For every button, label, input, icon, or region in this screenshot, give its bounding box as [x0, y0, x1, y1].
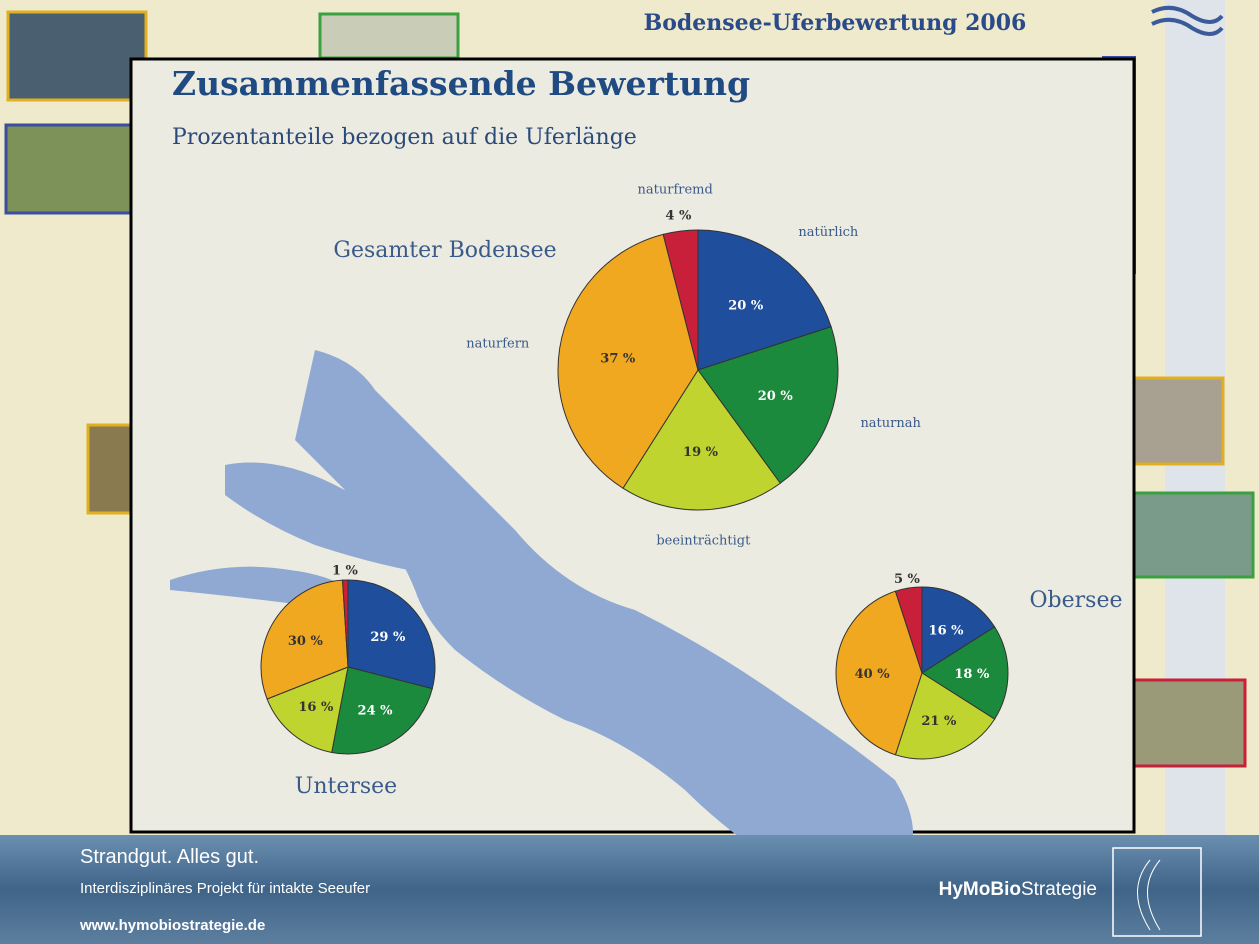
slide-title: Zusammenfassende Bewertung	[172, 64, 750, 103]
value-label: 4 %	[665, 208, 692, 223]
brand: HyMoBioStrategie	[939, 879, 1097, 900]
footer-project: Interdisziplinäres Projekt für intakte S…	[80, 880, 370, 897]
poster-title: Bodensee-Uferbewertung 2006	[644, 10, 1027, 36]
page: Bodensee-Uferbewertung 2006 Zusammenfass…	[0, 0, 1259, 944]
value-label: 24 %	[358, 704, 394, 719]
category-label: naturfern	[466, 336, 530, 351]
value-label: 37 %	[600, 351, 636, 366]
value-label: 16 %	[929, 623, 965, 638]
poster-photo	[320, 14, 458, 58]
screen: Bodensee-Uferbewertung 2006 Zusammenfass…	[0, 0, 1259, 944]
poster-photo	[1133, 493, 1253, 577]
poster-photo	[1133, 378, 1223, 464]
pie-title: Untersee	[295, 774, 397, 799]
value-label: 30 %	[288, 634, 324, 649]
value-label: 40 %	[855, 667, 891, 682]
category-label: natürlich	[798, 225, 859, 240]
category-label: naturnah	[860, 416, 921, 431]
pie-title: Gesamter Bodensee	[333, 238, 556, 263]
value-label: 16 %	[298, 700, 334, 715]
value-label: 21 %	[921, 714, 957, 729]
value-label: 20 %	[758, 389, 794, 404]
pie-title: Obersee	[1030, 588, 1123, 613]
category-label: naturfremd	[638, 182, 713, 197]
value-label: 19 %	[683, 445, 719, 460]
value-label: 1 %	[332, 564, 359, 579]
slide-subtitle: Prozentanteile bezogen auf die Uferlänge	[172, 125, 637, 150]
poster-photo	[88, 425, 132, 513]
value-label: 18 %	[954, 667, 990, 682]
value-label: 5 %	[894, 572, 921, 587]
value-label: 29 %	[370, 630, 406, 645]
poster-photo	[1133, 680, 1245, 766]
poster-photo	[8, 12, 146, 100]
poster-photo	[6, 125, 134, 213]
footer-tagline: Strandgut. Alles gut.	[80, 846, 259, 868]
category-label: beeinträchtigt	[656, 534, 751, 549]
brand-bold: HyMoBio	[939, 879, 1021, 900]
brand-rest: Strategie	[1021, 879, 1097, 900]
footer-url[interactable]: www.hymobiostrategie.de	[79, 917, 265, 934]
value-label: 20 %	[728, 298, 764, 313]
